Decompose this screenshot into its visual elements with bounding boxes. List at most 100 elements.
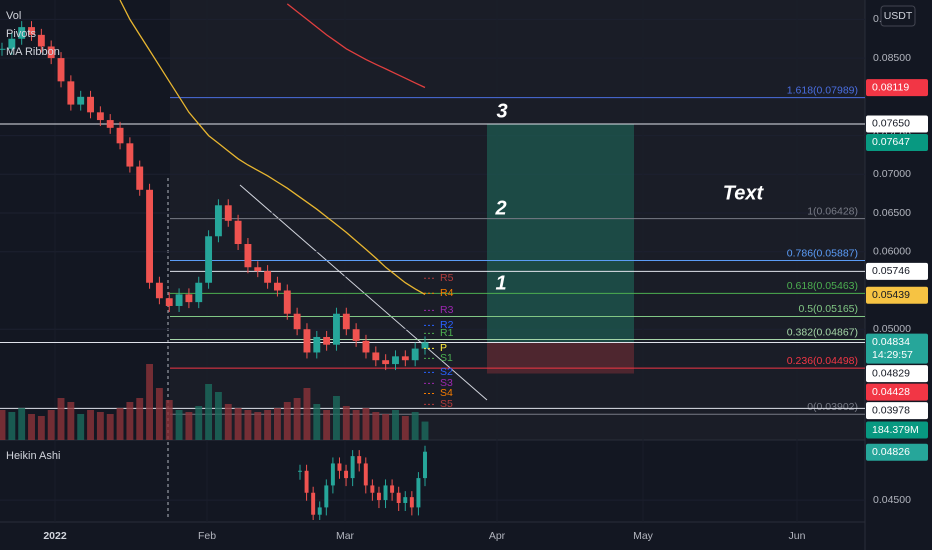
price-tag-label: 0.04829 bbox=[872, 367, 910, 379]
ha-candle bbox=[390, 485, 395, 493]
y-tick-label: 0.06500 bbox=[873, 207, 911, 219]
ha-candle bbox=[423, 451, 427, 479]
price-tag-label: 0.07650 bbox=[872, 118, 910, 130]
price-tag-label: 0.04428 bbox=[872, 386, 910, 398]
pivot-label: R1 bbox=[440, 327, 454, 339]
ha-candle bbox=[337, 463, 342, 471]
candle bbox=[77, 96, 85, 105]
volume-bar bbox=[224, 404, 232, 440]
volume-bar bbox=[165, 400, 173, 440]
x-tick-label: Mar bbox=[336, 530, 355, 542]
ha-candle bbox=[357, 456, 362, 464]
volume-bar bbox=[283, 402, 291, 440]
volume-bar bbox=[352, 410, 360, 440]
x-tick-label: Jun bbox=[789, 530, 806, 542]
ha-candle bbox=[376, 492, 381, 501]
candle bbox=[273, 282, 281, 291]
candle bbox=[47, 46, 55, 59]
candle bbox=[421, 342, 429, 349]
candle bbox=[136, 166, 144, 190]
indicator-label: MA Ribbon bbox=[6, 46, 60, 58]
volume-bar bbox=[146, 364, 154, 440]
candle bbox=[342, 313, 350, 330]
y-tick-label: 0.06000 bbox=[873, 246, 911, 258]
volume-bar bbox=[8, 412, 16, 440]
volume-bar bbox=[37, 416, 45, 440]
annotation: Text bbox=[723, 182, 765, 204]
trend-line bbox=[239, 184, 488, 401]
ha-candle bbox=[317, 507, 322, 515]
candle bbox=[372, 352, 380, 361]
candle bbox=[401, 356, 409, 361]
y-tick-label: 0.08500 bbox=[873, 52, 911, 64]
fib-label: 0.786(0.05887) bbox=[787, 247, 858, 259]
candle bbox=[175, 294, 183, 306]
candle bbox=[214, 205, 222, 237]
candle bbox=[116, 127, 124, 144]
candle bbox=[352, 329, 360, 341]
volume-bar bbox=[116, 408, 124, 440]
indicator-label: Vol bbox=[6, 10, 21, 22]
candle bbox=[18, 27, 26, 39]
volume-bar bbox=[411, 412, 419, 440]
price-tag bbox=[866, 333, 928, 364]
candle bbox=[37, 34, 45, 47]
price-tag-label: 0.03978 bbox=[872, 404, 910, 416]
currency-label[interactable]: USDT bbox=[884, 10, 913, 22]
fib-label: 1.618(0.07989) bbox=[787, 84, 858, 96]
candle bbox=[67, 81, 75, 105]
price-tag bbox=[866, 443, 928, 461]
ha-candle bbox=[383, 485, 388, 501]
fib-label: 0.5(0.05165) bbox=[798, 303, 858, 315]
candle bbox=[0, 48, 6, 50]
price-tag bbox=[866, 115, 928, 133]
volume-bar bbox=[382, 414, 390, 440]
volume-bar bbox=[273, 408, 281, 440]
pivot-label: R5 bbox=[440, 272, 454, 284]
volume-bar bbox=[401, 416, 409, 440]
candle bbox=[87, 96, 94, 113]
price-tag bbox=[866, 133, 928, 151]
volume-bar bbox=[18, 408, 26, 440]
pivot-label: S5 bbox=[440, 398, 453, 410]
annotation: 3 bbox=[496, 100, 507, 122]
candle bbox=[303, 329, 311, 353]
price-tag-label: 0.05746 bbox=[872, 265, 910, 277]
ha-candle bbox=[324, 485, 329, 508]
volume-bar bbox=[28, 414, 35, 440]
candle bbox=[283, 290, 291, 314]
candle bbox=[185, 294, 193, 303]
candle bbox=[126, 143, 134, 167]
volume-bar bbox=[264, 410, 272, 440]
moving-average bbox=[286, 3, 426, 89]
ha-candle bbox=[298, 470, 302, 472]
volume-bar bbox=[333, 396, 340, 440]
volume-bar bbox=[136, 398, 144, 440]
y-tick-label: 0.04500 bbox=[873, 494, 911, 506]
currency-button[interactable] bbox=[880, 5, 916, 27]
pivot-label: S2 bbox=[440, 366, 453, 378]
price-tag bbox=[866, 286, 928, 304]
fib-label: 0.382(0.04867) bbox=[787, 326, 858, 338]
candle bbox=[411, 348, 419, 361]
candle bbox=[244, 244, 252, 268]
y-tick-label: 0.07000 bbox=[873, 168, 911, 180]
ha-candle bbox=[403, 497, 408, 504]
candle bbox=[333, 313, 340, 345]
volume-bar bbox=[303, 388, 311, 440]
ha-candle bbox=[330, 463, 335, 486]
pivot-label: S4 bbox=[440, 387, 453, 399]
volume-bar bbox=[57, 398, 65, 440]
x-tick-label: Feb bbox=[198, 530, 216, 542]
volume-bar bbox=[126, 402, 134, 440]
ha-candle bbox=[416, 478, 421, 508]
volume-bar bbox=[372, 412, 380, 440]
candle bbox=[392, 356, 399, 365]
candle bbox=[57, 58, 65, 82]
volume-bar bbox=[362, 408, 370, 440]
ha-candle bbox=[363, 463, 368, 486]
candle bbox=[8, 38, 16, 49]
candle bbox=[293, 313, 301, 330]
volume-bar bbox=[313, 404, 321, 440]
x-tick-label: May bbox=[633, 530, 654, 542]
